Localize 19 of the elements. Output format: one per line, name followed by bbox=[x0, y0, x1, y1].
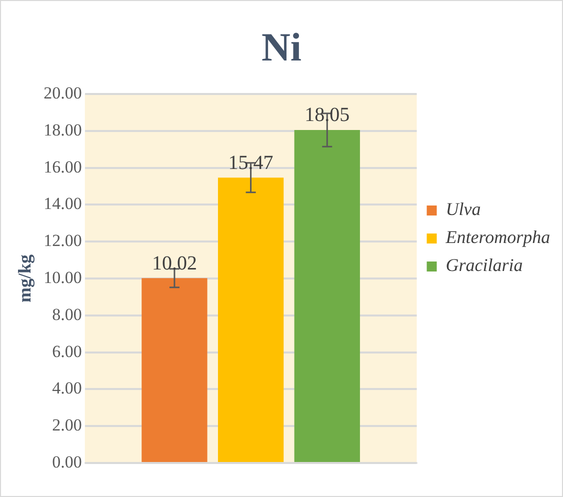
y-axis-title: mg/kg bbox=[14, 254, 34, 303]
legend-label: Enteromorpha bbox=[444, 227, 550, 248]
legend-label: Ulva bbox=[446, 199, 481, 220]
data-label: 18.05 bbox=[304, 104, 350, 126]
legend-label: Gracilaria bbox=[446, 255, 523, 276]
y-tick-label: 14.00 bbox=[44, 194, 82, 214]
y-tick-label: 10.00 bbox=[44, 268, 82, 287]
y-tick-label: 2.00 bbox=[52, 416, 82, 435]
y-tick-label: 0.00 bbox=[52, 452, 82, 472]
chart-title: Ni bbox=[262, 24, 302, 70]
y-tick-label: 8.00 bbox=[52, 304, 82, 324]
y-tick-label: 18.00 bbox=[44, 120, 82, 140]
y-tick-label: 16.00 bbox=[44, 157, 82, 176]
y-tick-label: 4.00 bbox=[52, 378, 82, 398]
y-tick-label: 20.00 bbox=[44, 83, 82, 102]
y-tick-label: 12.00 bbox=[44, 231, 82, 250]
y-tick-label: 6.00 bbox=[52, 342, 82, 361]
data-label: 15.47 bbox=[228, 152, 274, 174]
data-label: 10.02 bbox=[152, 252, 197, 274]
